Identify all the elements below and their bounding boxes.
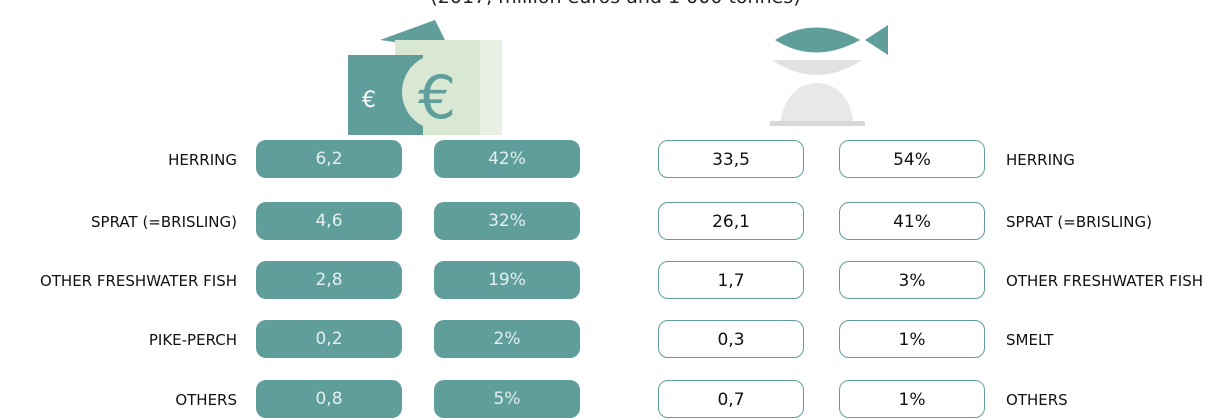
species-label: OTHER FRESHWATER FISH bbox=[1006, 272, 1204, 290]
species-label: HERRING bbox=[1006, 151, 1075, 169]
volume-box: 26,1 bbox=[658, 202, 804, 240]
species-label: HERRING bbox=[168, 151, 237, 169]
value-box: 4,6 bbox=[256, 202, 402, 240]
svg-text:€: € bbox=[362, 88, 376, 113]
scale-icon bbox=[770, 25, 888, 126]
share-box: 1% bbox=[839, 380, 985, 418]
money-icon: € € bbox=[348, 20, 502, 135]
share-box: 19% bbox=[434, 261, 580, 299]
share-box: 5% bbox=[434, 380, 580, 418]
value-box: 2,8 bbox=[256, 261, 402, 299]
share-box: 42% bbox=[434, 140, 580, 178]
share-box: 2% bbox=[434, 320, 580, 358]
share-box: 1% bbox=[839, 320, 985, 358]
species-label: SMELT bbox=[1006, 331, 1054, 349]
species-label: OTHERS bbox=[175, 391, 237, 409]
volume-box: 0,7 bbox=[658, 380, 804, 418]
value-box: 0,2 bbox=[256, 320, 402, 358]
volume-box: 1,7 bbox=[658, 261, 804, 299]
species-label: OTHERS bbox=[1006, 391, 1068, 409]
species-label: SPRAT (=BRISLING) bbox=[91, 213, 237, 231]
species-label: SPRAT (=BRISLING) bbox=[1006, 213, 1152, 231]
species-label: PIKE-PERCH bbox=[148, 331, 237, 349]
svg-text:€: € bbox=[418, 63, 456, 133]
value-box: 6,2 bbox=[256, 140, 402, 178]
volume-box: 0,3 bbox=[658, 320, 804, 358]
subtitle: (2017, million euros and 1 000 tonnes) bbox=[0, 0, 1231, 8]
share-box: 41% bbox=[839, 202, 985, 240]
share-box: 3% bbox=[839, 261, 985, 299]
share-box: 54% bbox=[839, 140, 985, 178]
volume-box: 33,5 bbox=[658, 140, 804, 178]
value-box: 0,8 bbox=[256, 380, 402, 418]
species-label: OTHER FRESHWATER FISH bbox=[39, 272, 237, 290]
share-box: 32% bbox=[434, 202, 580, 240]
